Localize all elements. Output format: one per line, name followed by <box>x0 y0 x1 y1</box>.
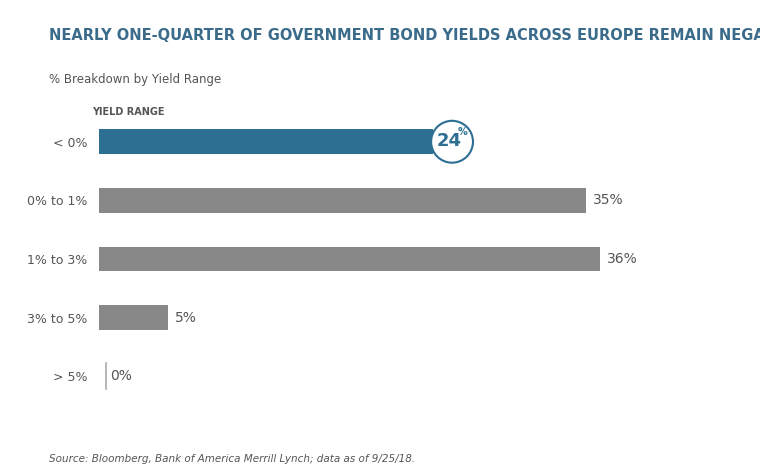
Text: NEARLY ONE-QUARTER OF GOVERNMENT BOND YIELDS ACROSS EUROPE REMAIN NEGATIVE: NEARLY ONE-QUARTER OF GOVERNMENT BOND YI… <box>49 28 760 43</box>
Text: 5%: 5% <box>176 311 198 325</box>
Text: 24: 24 <box>436 132 461 150</box>
Text: YIELD RANGE: YIELD RANGE <box>92 107 164 117</box>
Text: % Breakdown by Yield Range: % Breakdown by Yield Range <box>49 73 222 86</box>
Text: Source: Bloomberg, Bank of America Merrill Lynch; data as of 9/25/18.: Source: Bloomberg, Bank of America Merri… <box>49 454 416 464</box>
Bar <box>99 130 433 154</box>
Text: 0%: 0% <box>110 369 131 383</box>
Text: 35%: 35% <box>594 194 624 207</box>
Text: 36%: 36% <box>607 252 638 266</box>
Text: %: % <box>458 127 467 138</box>
Bar <box>99 247 600 271</box>
Bar <box>99 305 169 330</box>
Bar <box>99 188 587 213</box>
